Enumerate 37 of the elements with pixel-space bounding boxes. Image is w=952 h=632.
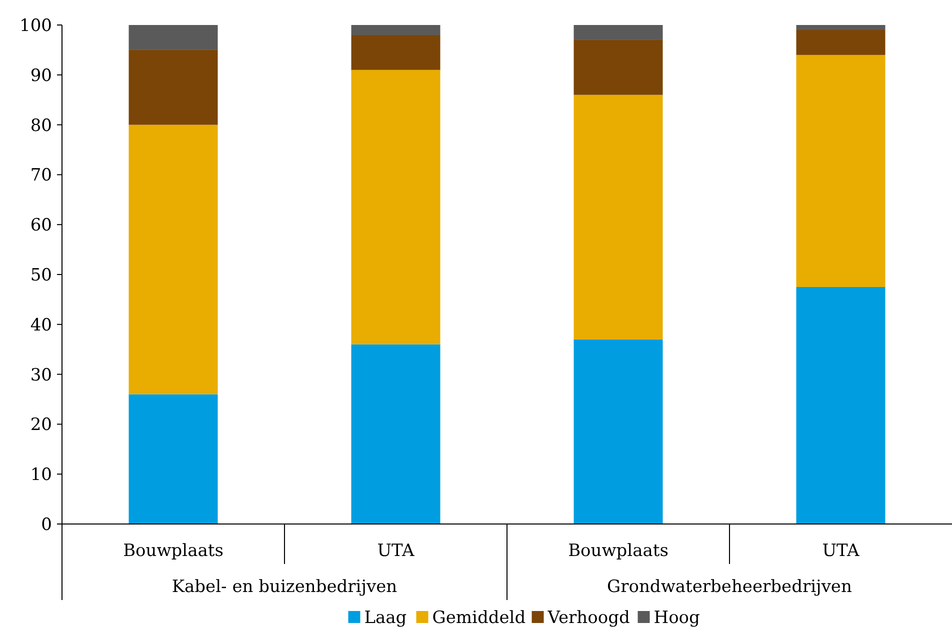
bar (128, 50, 218, 125)
x-tick-label: Bouwplaats (568, 541, 668, 561)
y-tick-label: 20 (30, 415, 52, 436)
bar (351, 70, 440, 344)
y-tick-label: 90 (30, 66, 52, 86)
y-tick-label: 80 (30, 116, 52, 136)
y-tick-label: 40 (30, 315, 52, 336)
bar (574, 40, 663, 95)
bar (128, 25, 218, 50)
y-tick-label: 0 (41, 514, 52, 535)
text: Kabel- en buizenbedrijven (172, 577, 398, 597)
y-tick-label: 50 (30, 265, 52, 286)
bar (128, 124, 218, 394)
bar (574, 339, 663, 524)
y-tick-label: 60 (30, 216, 52, 236)
legend-label: Laag (364, 608, 407, 628)
bar (351, 344, 440, 524)
legend-label: Gemiddeld (432, 608, 526, 628)
y-tick-label: 70 (30, 166, 52, 186)
x-tick-label: Bouwplaats (123, 541, 224, 561)
y-tick-label: 10 (30, 465, 52, 486)
y-tick-label: 30 (30, 365, 52, 386)
text: Grondwaterbeheerbedrijven (607, 577, 852, 597)
bar (574, 25, 663, 40)
bar (351, 25, 440, 35)
legend-label: Verhoogd (546, 608, 630, 628)
legend-label: Hoog (654, 608, 700, 628)
bar (796, 54, 886, 287)
y-tick-label: 100 (20, 16, 52, 36)
x-tick-label: UTA (822, 541, 860, 561)
bar (796, 30, 886, 55)
bar (574, 94, 663, 340)
bar (128, 394, 218, 524)
bar (351, 34, 440, 70)
bar (796, 25, 886, 30)
bar (796, 286, 886, 524)
x-tick-label: UTA (377, 541, 415, 561)
